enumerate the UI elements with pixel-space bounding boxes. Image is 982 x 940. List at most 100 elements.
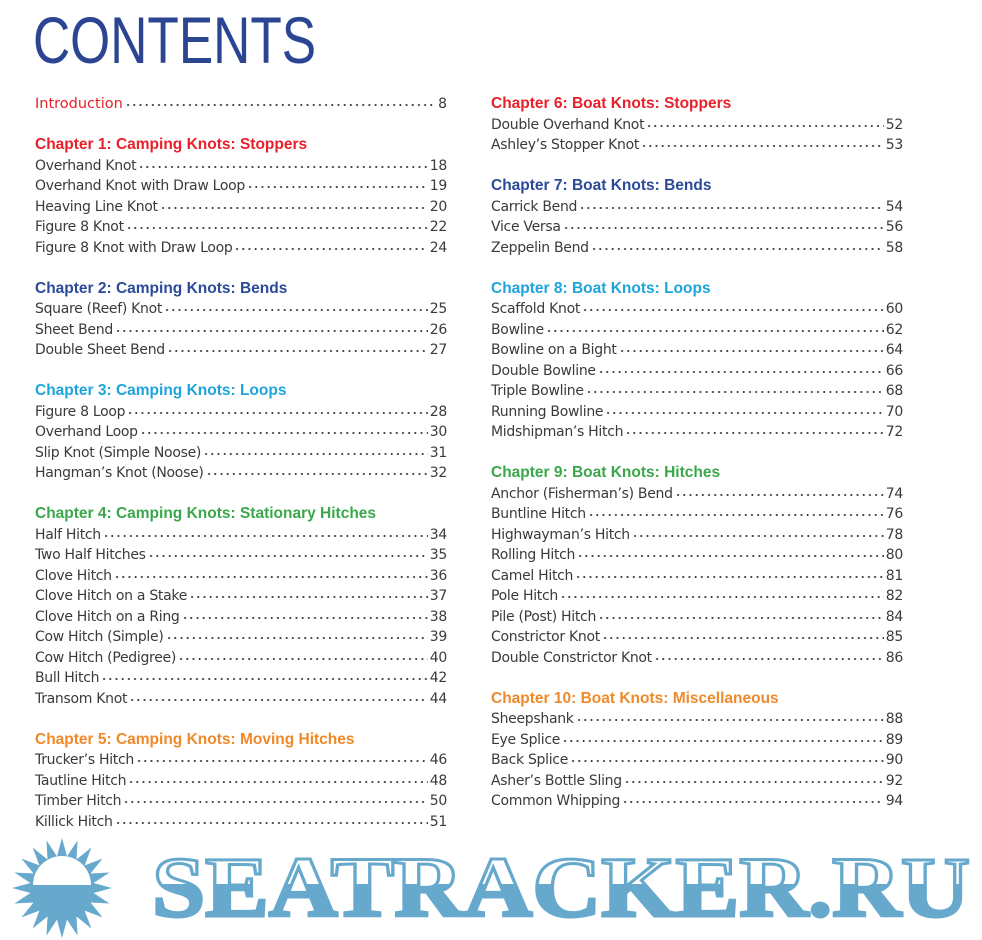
chapter-heading[interactable]: Chapter 2: Camping Knots: Bends — [35, 279, 447, 300]
toc-entry[interactable]: Ashley’s Stopper Knot 53 — [491, 135, 903, 156]
toc-entry[interactable]: Tautline Hitch 48 — [35, 771, 447, 792]
toc-entry[interactable]: Scaffold Knot 60 — [491, 299, 903, 320]
toc-entry[interactable]: Buntline Hitch 76 — [491, 504, 903, 525]
dot-leader — [623, 779, 884, 784]
dot-leader — [139, 431, 428, 435]
toc-entry[interactable]: Midshipman’s Hitch 72 — [491, 422, 903, 443]
chapter-heading[interactable]: Chapter 8: Boat Knots: Loops — [491, 279, 903, 300]
dot-leader — [545, 328, 884, 333]
chapter-heading[interactable]: Chapter 9: Boat Knots: Hitches — [491, 463, 903, 484]
toc-entry[interactable]: Zeppelin Bend 58 — [491, 238, 903, 259]
entry-title: Highwayman’s Hitch — [491, 526, 630, 543]
toc-entry[interactable]: Double Bowline 66 — [491, 361, 903, 382]
toc-entry[interactable]: Running Bowline 70 — [491, 402, 903, 423]
toc-entry[interactable]: Pole Hitch 82 — [491, 586, 903, 607]
toc-entry[interactable]: Vice Versa 56 — [491, 217, 903, 238]
toc-entry[interactable]: Overhand Knot with Draw Loop 19 — [35, 176, 447, 197]
dot-leader — [205, 472, 428, 476]
entry-title: Camel Hitch — [491, 567, 574, 584]
chapter-heading[interactable]: Chapter 1: Camping Knots: Stoppers — [35, 135, 447, 156]
chapter-heading[interactable]: Chapter 4: Camping Knots: Stationary Hit… — [35, 504, 447, 525]
toc-introduction[interactable]: Introduction 8 — [35, 94, 447, 115]
toc-entry[interactable]: Cow Hitch (Simple) 39 — [35, 627, 447, 648]
toc-entry[interactable]: Figure 8 Knot 22 — [35, 217, 447, 238]
toc-entry[interactable]: Square (Reef) Knot 25 — [35, 299, 447, 320]
toc-entry[interactable]: Clove Hitch on a Ring 38 — [35, 607, 447, 628]
toc-entry[interactable]: Pile (Post) Hitch 84 — [491, 607, 903, 628]
entry-title: Double Sheet Bend — [35, 342, 165, 358]
chapter-heading[interactable]: Chapter 7: Boat Knots: Bends — [491, 176, 903, 197]
toc-entry[interactable]: Trucker’s Hitch 46 — [35, 750, 447, 771]
entry-title: Buntline Hitch — [491, 506, 586, 522]
dot-leader — [598, 615, 884, 620]
chapter-title: Chapter 9: Boat Knots: Hitches — [491, 464, 721, 481]
toc-entry[interactable]: Double Overhand Knot 52 — [491, 115, 903, 136]
spacer — [491, 668, 903, 689]
toc-entry[interactable]: Sheet Bend 26 — [35, 320, 447, 341]
page-number: 66 — [885, 362, 904, 379]
toc-entry[interactable]: Timber Hitch 50 — [35, 791, 447, 812]
toc-entry[interactable]: Clove Hitch on a Stake 37 — [35, 586, 447, 607]
entry-title: Hangman’s Knot (Noose) — [35, 465, 204, 481]
page-number: 32 — [429, 465, 448, 481]
toc-entry[interactable]: Asher’s Bottle Sling 92 — [491, 771, 903, 792]
page-number: 42 — [429, 670, 448, 686]
chapter-heading[interactable]: Chapter 5: Camping Knots: Moving Hitches — [35, 730, 447, 751]
dot-leader — [562, 738, 884, 743]
dot-leader — [181, 615, 428, 620]
toc-entry[interactable]: Double Sheet Bend 27 — [35, 340, 447, 361]
dot-leader — [113, 574, 428, 579]
toc-entry[interactable]: Common Whipping 94 — [491, 791, 903, 812]
chapter-heading[interactable]: Chapter 10: Boat Knots: Miscellaneous — [491, 689, 903, 710]
toc-entry[interactable]: Bowline 62 — [491, 320, 903, 341]
chapter-heading[interactable]: Chapter 6: Boat Knots: Stoppers — [491, 94, 903, 115]
toc-entry[interactable]: Highwayman’s Hitch 78 — [491, 525, 903, 546]
entry-title: Transom Knot — [35, 690, 128, 707]
dot-leader — [114, 328, 428, 333]
dot-leader — [625, 431, 884, 435]
toc-entry[interactable]: Triple Bowline 68 — [491, 381, 903, 402]
toc-entry[interactable]: Overhand Loop 30 — [35, 422, 447, 443]
toc-entry[interactable]: Killick Hitch 51 — [35, 812, 447, 833]
toc-entry[interactable]: Cow Hitch (Pedigree) 40 — [35, 648, 447, 669]
toc-entry[interactable]: Double Constrictor Knot 86 — [491, 648, 903, 669]
toc-entry[interactable]: Figure 8 Knot with Draw Loop 24 — [35, 238, 447, 259]
entry-title: Ashley’s Stopper Knot — [491, 137, 640, 153]
toc-entry[interactable]: Slip Knot (Simple Noose) 31 — [35, 443, 447, 464]
toc-entry[interactable]: Eye Splice 89 — [491, 730, 903, 751]
toc-entry[interactable]: Camel Hitch 81 — [491, 566, 903, 587]
entry-title: Heaving Line Knot — [35, 198, 158, 215]
page-number: 34 — [429, 526, 448, 543]
dot-leader — [641, 144, 884, 148]
page-number: 85 — [885, 629, 904, 645]
toc-entry[interactable]: Heaving Line Knot 20 — [35, 197, 447, 218]
toc-entry[interactable]: Hangman’s Knot (Noose) 32 — [35, 463, 447, 484]
toc-entry[interactable]: Back Splice 90 — [491, 750, 903, 771]
entry-title: Figure 8 Knot with Draw Loop — [35, 239, 233, 256]
toc-entry[interactable]: Bull Hitch 42 — [35, 668, 447, 689]
entry-title: Figure 8 Loop — [35, 403, 126, 420]
toc-entry[interactable]: Constrictor Knot 85 — [491, 627, 903, 648]
toc-entry[interactable]: Bowline on a Bight 64 — [491, 340, 903, 361]
toc-entry[interactable]: Transom Knot 44 — [35, 689, 447, 710]
page-number: 28 — [429, 403, 448, 420]
toc-entry[interactable]: Overhand Knot 18 — [35, 156, 447, 177]
dot-leader — [618, 349, 884, 353]
entry-title: Bowline on a Bight — [491, 342, 617, 358]
toc-entry[interactable]: Half Hitch 34 — [35, 525, 447, 546]
page-number: 53 — [885, 137, 904, 153]
toc-entry[interactable]: Carrick Bend 54 — [491, 197, 903, 218]
entry-title: Cow Hitch (Simple) — [35, 629, 164, 645]
entry-title: Timber Hitch — [35, 793, 122, 809]
chapter-heading[interactable]: Chapter 3: Camping Knots: Loops — [35, 381, 447, 402]
page-number: 80 — [885, 547, 904, 563]
entry-title: Clove Hitch — [35, 567, 112, 584]
toc-entry[interactable]: Sheepshank 88 — [491, 709, 903, 730]
page-number: 51 — [429, 813, 448, 830]
toc-entry[interactable]: Clove Hitch 36 — [35, 566, 447, 587]
toc-entry[interactable]: Figure 8 Loop 28 — [35, 402, 447, 423]
toc-entry[interactable]: Two Half Hitches 35 — [35, 545, 447, 566]
page-number: 46 — [429, 752, 448, 768]
toc-entry[interactable]: Anchor (Fisherman’s) Bend 74 — [491, 484, 903, 505]
toc-entry[interactable]: Rolling Hitch 80 — [491, 545, 903, 566]
